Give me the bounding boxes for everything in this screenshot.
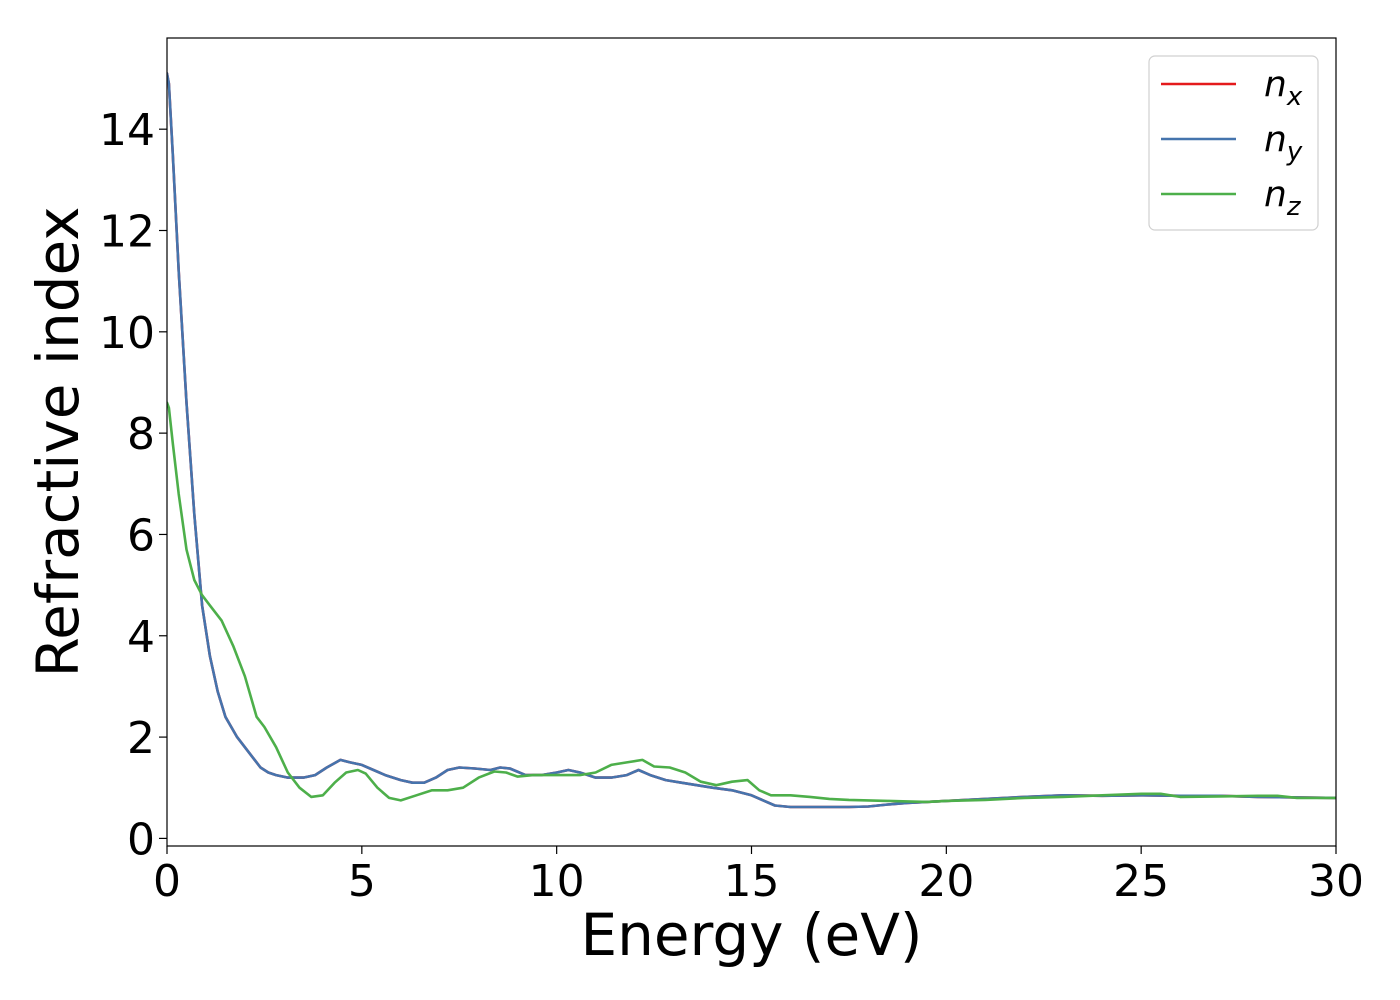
y-tick-label: 12 xyxy=(99,207,155,258)
legend-label-z: nz xyxy=(1264,174,1302,222)
y-tick-label: 4 xyxy=(127,612,155,663)
y-axis-ticks: 0 2 4 6 8 10 12 14 xyxy=(99,105,167,865)
x-tick-label: 10 xyxy=(529,856,585,907)
x-axis-title: Energy (eV) xyxy=(580,901,922,969)
x-tick-label: 20 xyxy=(918,856,974,907)
x-tick-label: 0 xyxy=(153,856,181,907)
legend-label-x: nx xyxy=(1264,64,1303,112)
y-tick-label: 6 xyxy=(127,510,155,561)
y-tick-label: 14 xyxy=(99,105,155,156)
y-tick-label: 8 xyxy=(127,409,155,460)
x-tick-label: 15 xyxy=(724,856,780,907)
x-axis-ticks: 0 5 10 15 20 25 30 xyxy=(153,846,1364,907)
y-tick-label: 10 xyxy=(99,308,155,359)
x-tick-label: 25 xyxy=(1113,856,1169,907)
y-tick-label: 0 xyxy=(127,814,155,865)
legend-label-y: ny xyxy=(1264,119,1303,167)
legend: nx ny nz xyxy=(1148,55,1319,231)
x-tick-label: 5 xyxy=(348,856,376,907)
y-tick-label: 2 xyxy=(127,713,155,764)
legend-box xyxy=(1148,55,1319,231)
y-axis-title: Refractive index xyxy=(24,206,92,677)
x-tick-label: 30 xyxy=(1308,856,1364,907)
series-layer xyxy=(167,72,1336,809)
series-line-z xyxy=(167,401,1336,804)
